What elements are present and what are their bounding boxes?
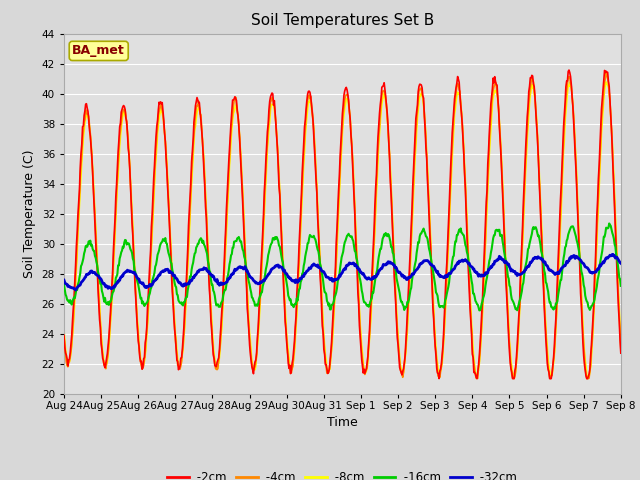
Y-axis label: Soil Temperature (C): Soil Temperature (C) (23, 149, 36, 278)
Legend:  -2cm,  -4cm,  -8cm,  -16cm,  -32cm: -2cm, -4cm, -8cm, -16cm, -32cm (163, 466, 522, 480)
Text: BA_met: BA_met (72, 44, 125, 58)
X-axis label: Time: Time (327, 416, 358, 429)
Title: Soil Temperatures Set B: Soil Temperatures Set B (251, 13, 434, 28)
